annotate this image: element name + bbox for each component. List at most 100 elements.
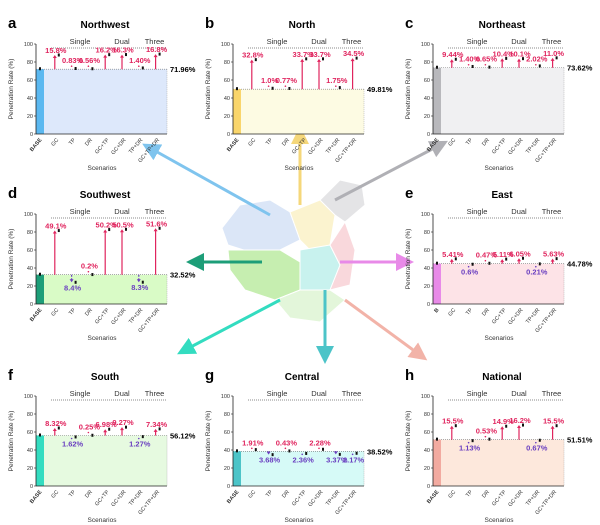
error-bar [471,439,474,443]
change-arrowhead [300,58,305,62]
error-bar [57,229,60,233]
error-bar [538,438,541,442]
change-label: 50.2% [96,221,118,230]
y-axis-label: Penetration Rate (%) [8,59,15,120]
error-bar [338,452,341,456]
x-tick-label: GC+TP [291,137,308,155]
baseline-value-label: 38.52% [367,447,393,456]
x-axis-label: Scenarios [485,165,515,172]
error-bar [505,424,508,428]
error-bar [436,437,438,441]
baseline-value-label: 44.78% [567,260,593,269]
x-axis-label: Scenarios [285,517,315,524]
base-bar [36,435,44,486]
bar-chart-northeast: c Northeast Single Dual Three 73.62% 0 20 40 60 80… [405,15,593,172]
y-tick-label: 20 [424,114,430,120]
bar-chart-central: g Central Single Dual Three 38.52% 0 20 40 60 80 10… [205,367,393,524]
error-bar [91,433,94,437]
change-arrowhead [52,230,57,234]
change-label: 8.32% [45,419,67,428]
error-bar [108,427,111,431]
region-arrow [177,298,281,355]
error-bar [271,86,274,90]
change-label: 15.8% [45,46,67,55]
change-arrowhead [500,58,505,62]
baseline-area [36,274,167,304]
change-arrowhead [249,59,254,63]
bar-chart-southwest: d Southwest Single Dual Three 32.52% 0 20 40 60 80… [8,185,196,342]
error-bar [158,226,161,230]
error-bar [254,58,257,62]
x-axis-label: Scenarios [88,335,118,342]
change-label: 0.43% [276,438,298,447]
change-marker [484,63,487,66]
error-bar [91,273,94,277]
y-tick-label: 0 [427,484,430,490]
error-bar [471,262,474,266]
y-tick-label: 0 [227,484,230,490]
change-label: 16.2% [96,46,118,55]
x-tick-label: B [433,307,440,314]
change-arrowhead [500,259,505,263]
error-bar [555,257,558,261]
x-tick-label: TP [68,137,77,146]
bar-chart-national: h National Single Dual Three 51.51% 0 20 40 60 80 1… [405,367,593,524]
change-arrowhead [449,59,454,63]
error-bar [522,256,524,260]
y-tick-label: 40 [224,96,230,102]
error-bar [57,426,60,430]
panel-national: h National Single Dual Three 51.51% 0 20 40 60 80 1… [397,352,597,525]
change-marker [284,85,287,87]
baseline-value-label: 73.62% [567,64,593,73]
error-bar [522,57,524,61]
x-tick-label: GC+TP [94,137,111,155]
change-arrowhead [317,58,321,62]
y-tick-label: 20 [424,466,430,472]
change-label: 0.6% [461,268,478,277]
y-tick-label: 20 [224,466,230,472]
change-label: 33.7% [309,50,331,59]
y-tick-label: 100 [421,42,430,48]
error-bar [236,449,238,453]
x-axis-label: Scenarios [485,517,515,524]
baseline-area [233,89,364,134]
group-label-three: Three [342,37,362,46]
change-arrowhead [517,58,521,62]
region-arrow [142,143,271,217]
x-tick-label: DR [84,307,94,317]
change-label: 34.5% [343,49,365,58]
panel-north: b North Single Dual Three 49.81% 0 20 40 60 80 100 P… [197,0,397,175]
region-southwest [227,249,301,301]
x-tick-label: GC+DR [110,307,127,326]
y-axis-label: Penetration Rate (%) [205,59,212,120]
error-bar [91,67,94,71]
change-arrowhead [153,428,158,432]
y-tick-label: 60 [27,78,33,84]
change-label: 0.2% [81,262,98,271]
x-tick-label: GC+DR [110,489,127,508]
baseline-area [36,435,167,486]
y-tick-label: 80 [27,230,33,236]
change-marker [87,65,90,68]
change-arrowhead [103,54,108,58]
y-tick-label: 0 [227,132,230,138]
x-tick-label: GC+TP [94,489,111,507]
y-tick-label: 60 [224,430,230,436]
error-bar [436,261,438,265]
change-label: 16.2% [509,416,531,425]
x-tick-label: DR [481,307,491,317]
change-arrowhead [550,258,555,262]
change-label: 33.7% [293,50,315,59]
change-arrowhead [517,425,521,429]
change-label: 0.53% [476,427,498,436]
change-label: 0.25% [79,422,101,431]
base-bar [233,89,241,134]
x-tick-label: DR [281,489,291,499]
x-tick-label: GC [447,307,457,317]
panel-central: g Central Single Dual Three 38.52% 0 20 40 60 80 10… [197,352,397,525]
y-tick-label: 20 [27,114,33,120]
y-tick-label: 100 [421,394,430,400]
x-tick-label: GC [50,137,60,147]
change-marker [535,441,537,444]
